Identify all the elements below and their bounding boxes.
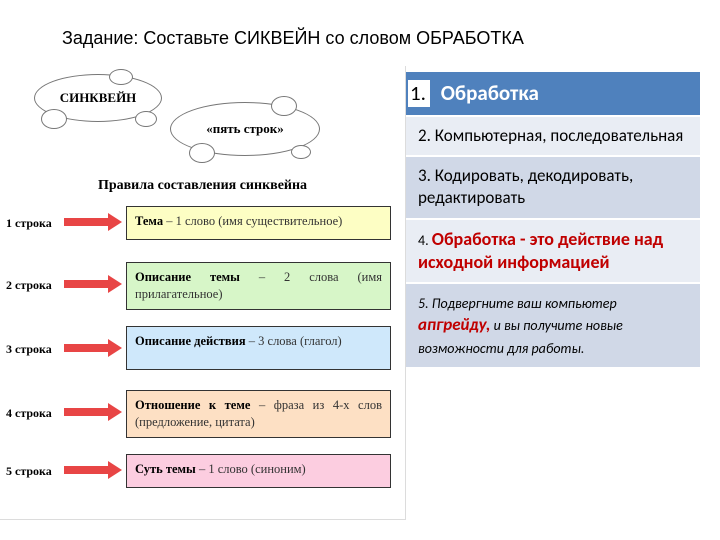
arrow-icon xyxy=(64,218,110,226)
cloud-five-lines: «пять строк» xyxy=(170,102,320,156)
arrow-icon xyxy=(64,280,110,288)
rule-box: Описание действия – 3 слова (глагол) xyxy=(126,326,391,370)
task-title: Задание: Составьте СИКВЕЙН со словом ОБР… xyxy=(62,28,524,49)
cloud-cinquain-label: СИНКВЕЙН xyxy=(60,90,137,105)
answer-row-3: 3. Кодировать, декодировать, редактирова… xyxy=(406,157,700,219)
arrow-icon xyxy=(64,344,110,352)
answer-row-2: 2. Компьютерная, последовательная xyxy=(406,117,700,157)
cinquain-diagram: СИНКВЕЙН «пять строк» Правила составлени… xyxy=(0,66,406,520)
arrow-icon xyxy=(64,408,110,416)
answer-row-1: 1. Обработка xyxy=(406,72,700,117)
cloud-cinquain: СИНКВЕЙН xyxy=(34,74,162,122)
answer-table: 1. Обработка2. Компьютерная, последовате… xyxy=(406,72,700,369)
rule-box: Отношение к теме – фраза из 4-х слов (пр… xyxy=(126,390,391,438)
rule-label: 3 строка xyxy=(6,342,52,357)
answer-row-5: 5. Подвергните ваш компьютер апгрейду, и… xyxy=(406,284,700,368)
rule-label: 1 строка xyxy=(6,216,52,231)
rules-heading: Правила составления синквейна xyxy=(0,178,405,194)
answer-row-4: 4. Обработка - это действие над исходной… xyxy=(406,220,700,285)
rule-box: Суть темы – 1 слово (синоним) xyxy=(126,454,391,488)
rule-label: 2 строка xyxy=(6,278,52,293)
rule-box: Описание темы – 2 слова (имя прилагатель… xyxy=(126,262,391,310)
rule-box: Тема – 1 слово (имя существительное) xyxy=(126,206,391,240)
arrow-icon xyxy=(64,466,110,474)
answer-text: Обработка xyxy=(436,80,539,106)
rule-label: 4 строка xyxy=(6,406,52,421)
cloud-five-lines-label: «пять строк» xyxy=(206,121,284,136)
rule-label: 5 строка xyxy=(6,464,52,479)
